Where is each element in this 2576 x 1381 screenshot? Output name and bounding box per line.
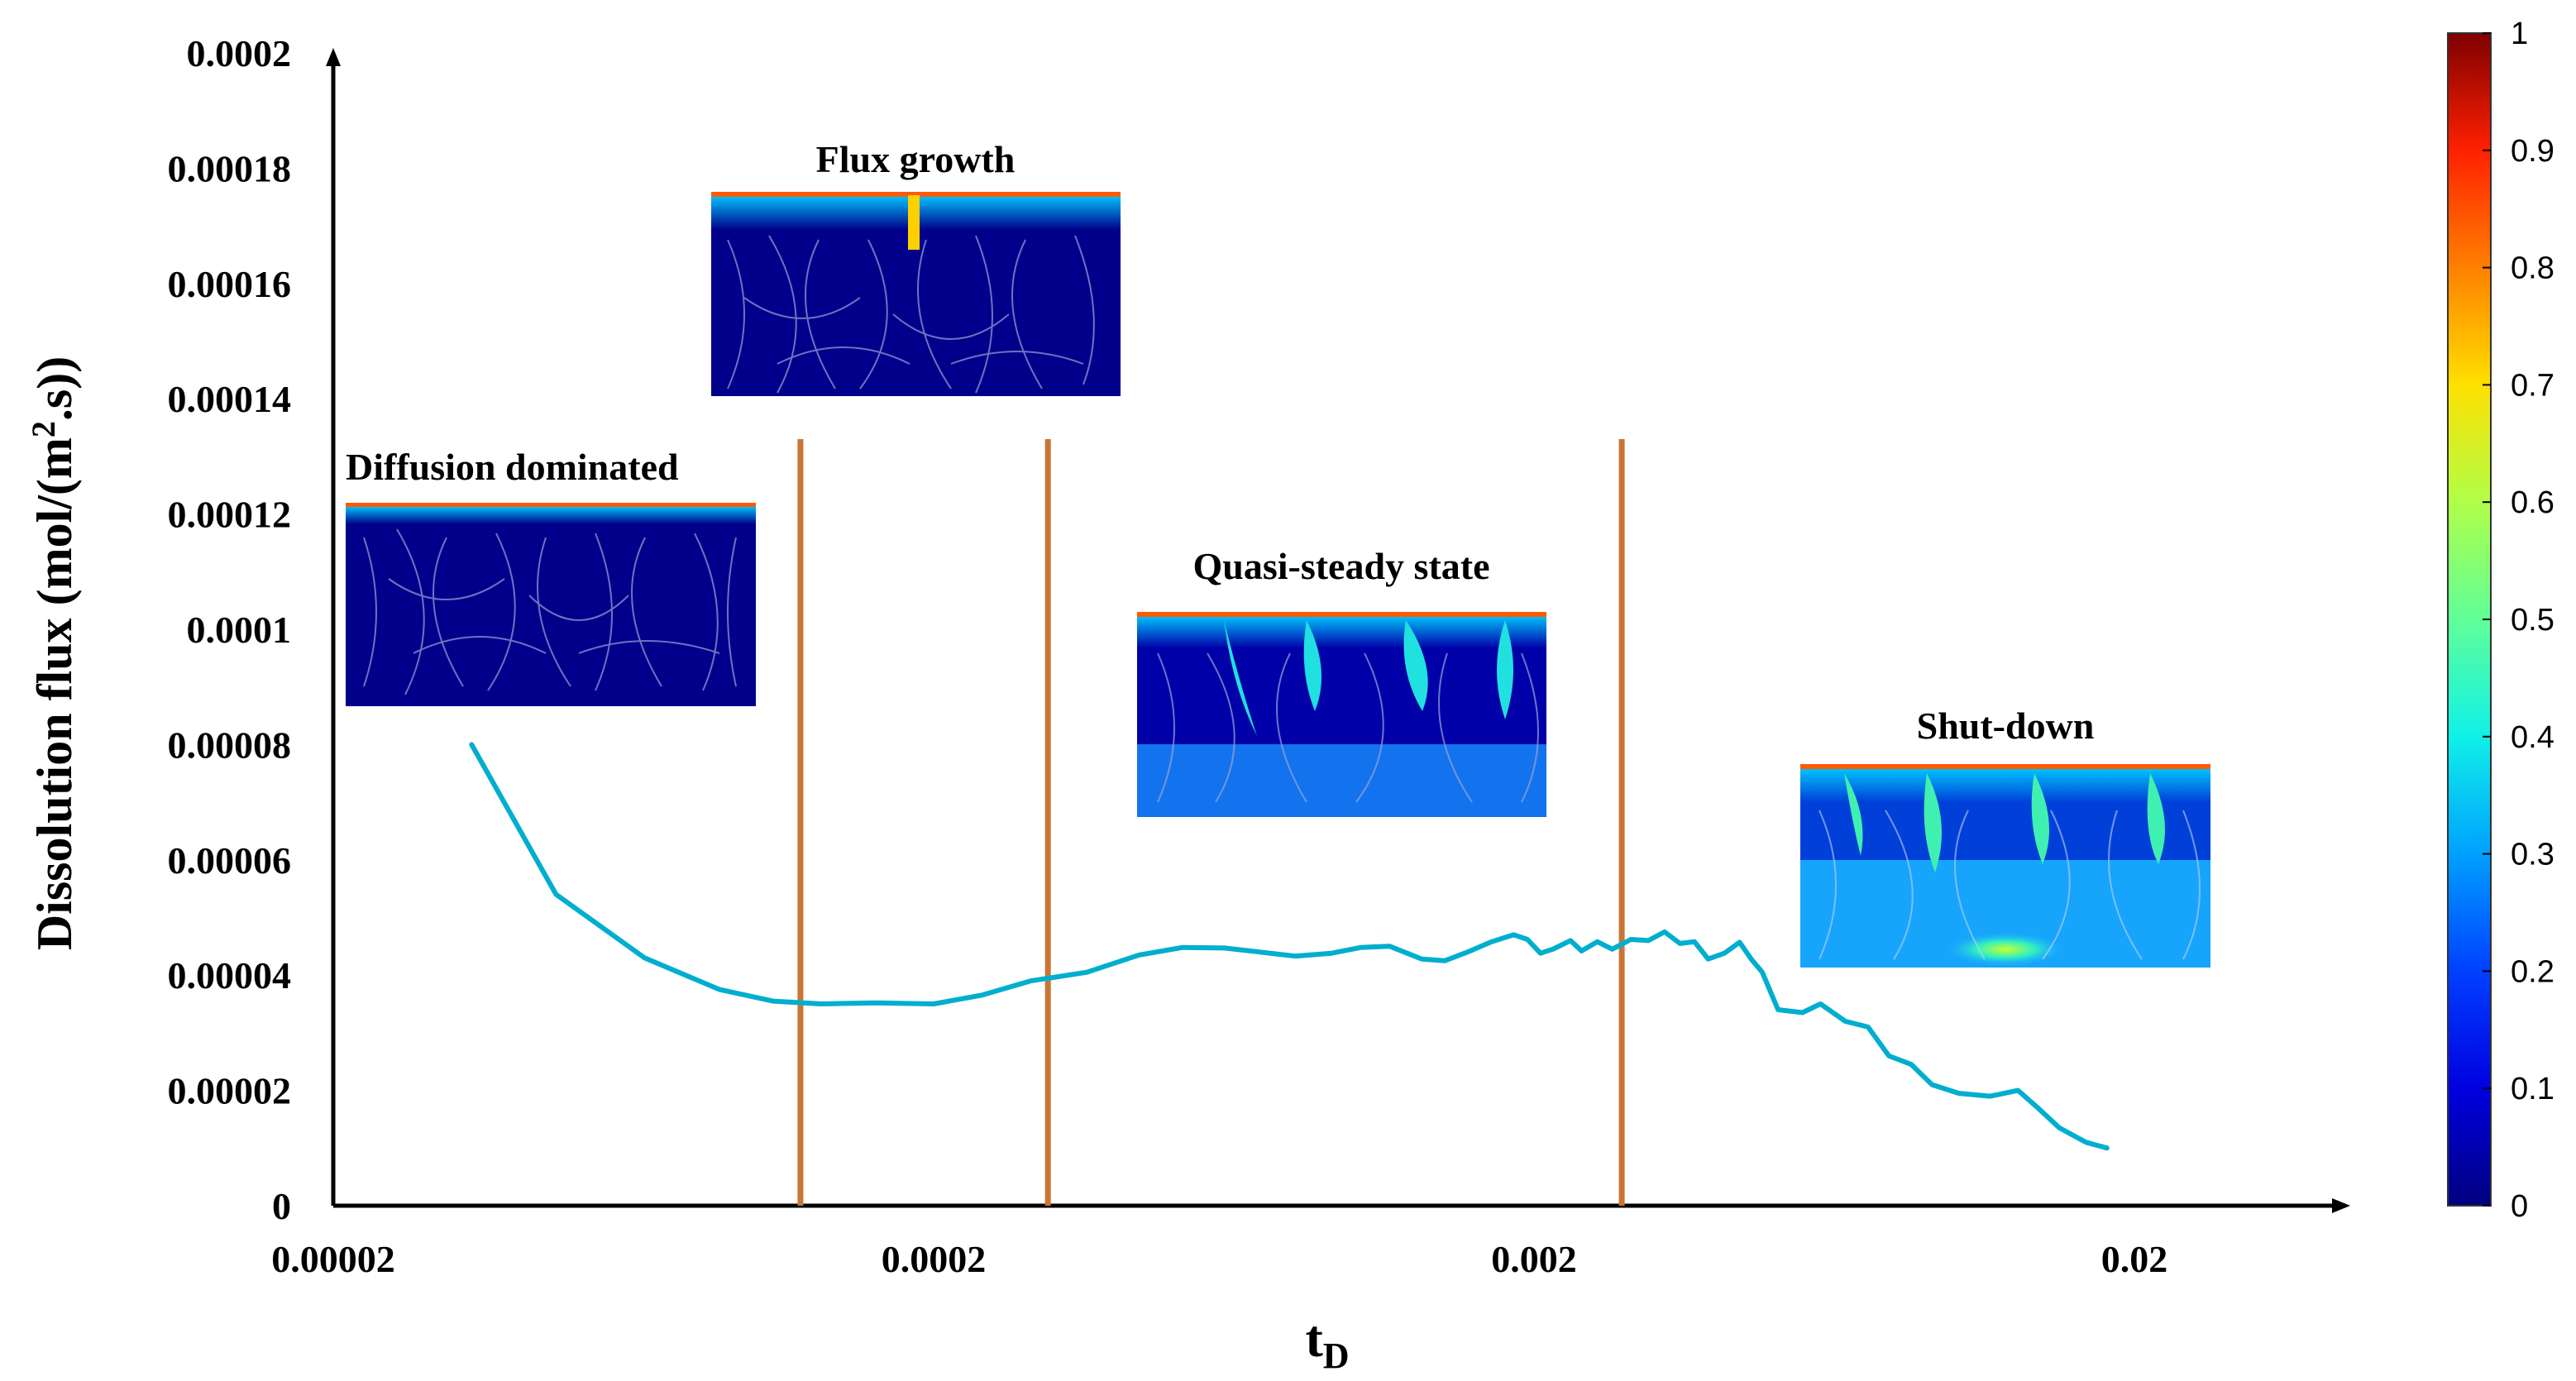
series-layer [469,742,2110,1151]
colorbar-tick-label: 0.7 [2511,368,2554,403]
colorbar-tick-label: 0.5 [2511,603,2554,638]
series-line [469,742,2110,1151]
inset-top-plume-layer [1800,767,2210,802]
x-axis-arrow-icon [2332,1198,2350,1213]
inset-top-boundary [1137,612,1546,617]
x-tick-label: 0.002 [1491,1238,1577,1280]
colorbar-tick-label: 0.9 [2511,134,2554,169]
phase-labels: Diffusion dominated Flux growth Quasi-st… [346,138,2094,747]
colorbar-tick-label: 0.2 [2511,954,2554,989]
inset-background [346,504,756,706]
y-axis-title: Dissolution flux (mol/(m2.s)) [25,356,82,950]
colorbar-tick-label: 0 [2511,1189,2528,1224]
inset-quasi-steady-state [1137,612,1546,817]
y-tick-label: 0.0002 [187,32,292,74]
inset-top-plume-layer [346,506,756,524]
y-tick-label: 0.00008 [168,724,292,766]
x-axis-title-sub: D [1323,1336,1350,1376]
colorbar-tick-label: 0.4 [2511,720,2554,755]
y-tick-label: 0.0001 [187,609,292,651]
colorbar: 0 0.1 0.2 0.3 0.4 0.5 0.6 0.7 0.8 0.9 1 [2447,17,2554,1224]
y-tick-label: 0.00006 [168,839,292,882]
y-axis-title-prefix: Dissolution flux (mol/(m [27,437,82,950]
inset-top-boundary [711,192,1121,197]
y-axis-title-suffix: .s)) [27,356,82,421]
colorbar-tick-label: 0.8 [2511,251,2554,286]
y-tick-label: 0.00018 [168,147,292,189]
y-tick-label: 0.00004 [168,954,292,996]
x-tick-label: 0.02 [2101,1238,2168,1280]
y-tick-label: 0.00016 [168,263,292,305]
inset-plumes [1224,620,1513,736]
colorbar-tick-label: 0.6 [2511,485,2554,520]
inset-streamlines [363,528,737,695]
inset-bottom-mixing-layer [1137,744,1546,817]
x-ticks: 0.00002 0.0002 0.002 0.02 [271,1238,2167,1280]
colorbar-tick-label: 0.1 [2511,1072,2554,1106]
y-axis-arrow-icon [326,48,341,66]
x-axis-title-main: t [1305,1309,1323,1368]
x-tick-label: 0.00002 [271,1238,395,1280]
x-tick-label: 0.0002 [882,1238,987,1280]
y-tick-label: 0 [272,1185,291,1227]
phase-label-diffusion-dominated: Diffusion dominated [346,446,679,488]
phase-dividers [797,438,1625,1206]
inset-top-plume-layer [1137,615,1546,648]
inset-streamlines [727,235,1095,394]
y-ticks: 0.0002 0.00018 0.00016 0.00014 0.00012 0.0001… [168,32,292,1227]
phase-label-shut-down: Shut-down [1917,705,2095,747]
y-tick-label: 0.00014 [168,378,292,420]
inset-streamlines [1157,652,1539,803]
phase-label-flux-growth: Flux growth [816,138,1016,180]
inset-top-boundary [1800,764,2210,769]
inset-diffusion-dominated [346,503,756,706]
inset-plume [908,195,920,250]
inset-flux-growth [711,192,1121,396]
inset-shut-down [1800,764,2210,968]
colorbar-ticks: 0 0.1 0.2 0.3 0.4 0.5 0.6 0.7 0.8 0.9 1 [2483,17,2554,1224]
colorbar-tick-label: 1 [2511,17,2528,51]
inset-streamlines [1818,810,2201,960]
y-axis-title-sup: 2 [25,421,62,437]
y-tick-label: 0.00012 [168,494,292,536]
inset-accumulation-blob [1948,933,2063,966]
colorbar-tick-label: 0.3 [2511,838,2554,872]
y-tick-label: 0.00002 [168,1070,292,1112]
axes [326,48,2350,1213]
x-axis-title: tD [1305,1309,1349,1376]
phase-label-quasi-steady-state: Quasi-steady state [1192,545,1489,587]
inset-top-boundary [346,503,756,507]
